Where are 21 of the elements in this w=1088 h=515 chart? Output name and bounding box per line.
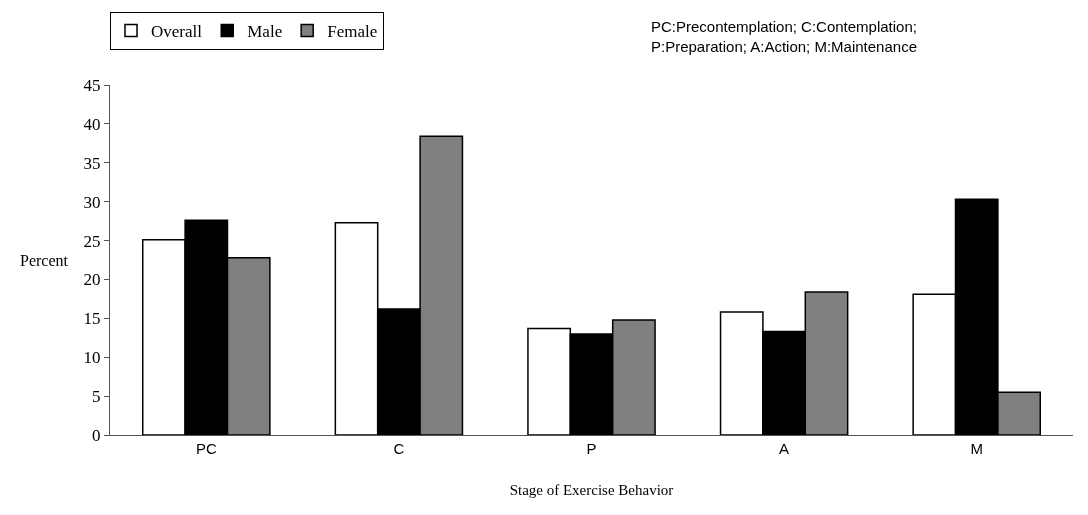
y-tick-label: 30 (83, 192, 101, 212)
y-tick-label: 45 (83, 75, 101, 95)
legend-label: Female (327, 22, 378, 42)
y-tick-label: 15 (83, 309, 101, 329)
y-tick-label: 5 (92, 387, 101, 407)
legend-label: Overall (151, 22, 203, 42)
y-tick-label: 35 (83, 153, 101, 173)
y-tick-label: 25 (83, 231, 101, 251)
x-tick-label: A (779, 440, 790, 457)
x-tick-label: P (586, 440, 597, 457)
y-tick-label: 40 (83, 114, 101, 134)
x-tick-label: M (970, 440, 983, 457)
x-tick-label: PC (195, 440, 217, 457)
y-axis-title: Percent (20, 252, 69, 269)
y-tick-label: 20 (83, 270, 101, 290)
x-tick-label: C (393, 440, 405, 457)
y-tick-label: 0 (92, 425, 101, 445)
text: PC:Precontemplation; C:Contemplation; P:Preparation; A:Action; M:Maintenance (651, 18, 917, 55)
legend-label: Male (247, 22, 283, 42)
x-axis-title: Stage of Exercise Behavior (509, 482, 674, 498)
y-tick-label: 10 (83, 348, 101, 368)
